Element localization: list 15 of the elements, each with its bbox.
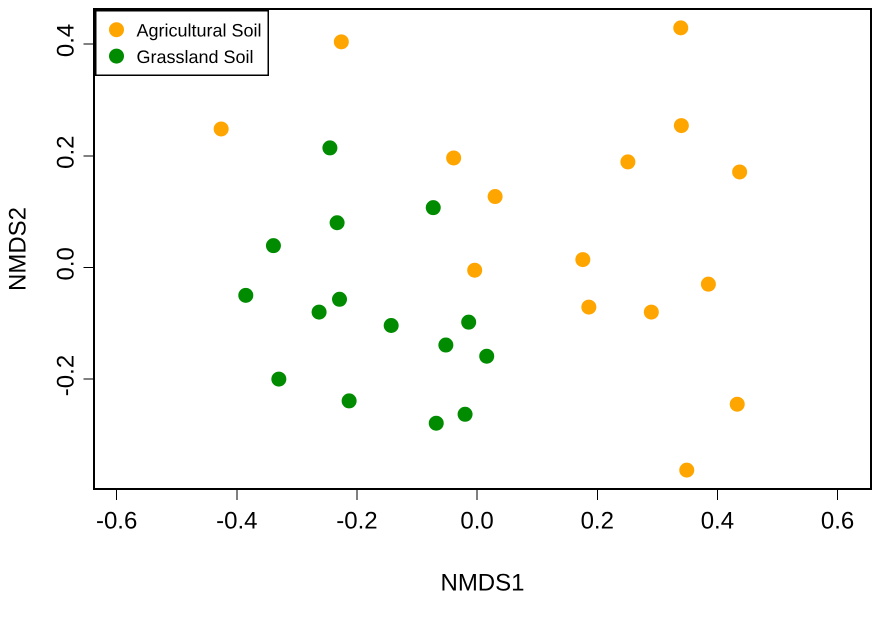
y-tick-label: 0.2 — [52, 135, 80, 169]
x-tick-label: -0.4 — [216, 508, 258, 535]
y-tick-label: 0.0 — [52, 247, 80, 281]
legend-label: Agricultural Soil — [136, 20, 262, 41]
x-tick-label: 0.4 — [700, 508, 734, 535]
x-tick-label: -0.6 — [96, 508, 138, 535]
legend-label: Grassland Soil — [136, 47, 254, 68]
x-axis-title: NMDS1 — [440, 569, 525, 596]
x-tick-label: 0.0 — [460, 508, 494, 535]
y-axis-title: NMDS2 — [4, 206, 32, 292]
y-tick-label: -0.2 — [52, 354, 80, 396]
x-tick-label: 0.2 — [580, 508, 614, 535]
y-tick-label: 0.4 — [52, 24, 80, 58]
x-tick-label: 0.6 — [820, 508, 854, 535]
x-tick-label: -0.2 — [336, 508, 378, 535]
